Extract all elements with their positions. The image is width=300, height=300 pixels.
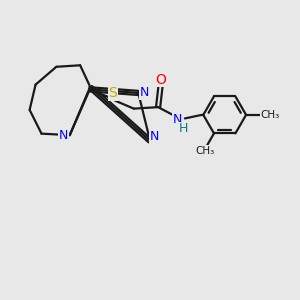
Text: N: N [140,86,149,99]
Text: N: N [172,112,182,125]
Text: H: H [178,122,188,135]
Text: S: S [109,86,117,100]
Text: N: N [150,130,159,143]
Text: CH₃: CH₃ [260,110,280,120]
Text: N: N [58,129,68,142]
Text: CH₃: CH₃ [195,146,214,156]
Text: O: O [155,73,166,87]
